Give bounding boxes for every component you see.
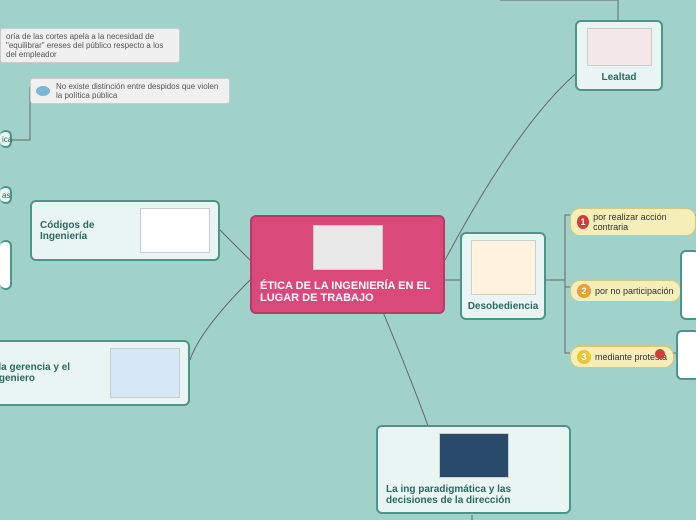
note-dismissals[interactable]: No existe distinción entre despidos que … (30, 78, 230, 104)
cloud-icon (36, 86, 50, 96)
gerencia-label: e la gerencia y el ingeniero (0, 362, 104, 384)
desobediencia-label: Desobediencia (468, 301, 539, 312)
num-badge-2: 2 (577, 284, 591, 298)
numbered-item-2[interactable]: 2 por no participación (570, 280, 681, 302)
node-lealtad[interactable]: Lealtad (575, 20, 663, 91)
paradig-image (439, 433, 509, 478)
numbered-2-label: por no participación (595, 286, 674, 296)
central-node[interactable]: ÉTICA DE LA INGENIERÍA EN EL LUGAR DE TR… (250, 215, 445, 314)
partial-node-3[interactable] (0, 240, 12, 290)
note-dismissals-text: No existe distinción entre despidos que … (56, 82, 224, 100)
num-badge-1: 1 (577, 215, 589, 229)
numbered-1-label: por realizar acción contraria (593, 212, 689, 232)
node-paradig[interactable]: La ing paradigmática y las decisiones de… (376, 425, 571, 514)
partial-1-text: ica (2, 135, 12, 144)
node-codigos[interactable]: Códigos de Ingeniería (30, 200, 220, 261)
paradig-label: La ing paradigmática y las decisiones de… (386, 484, 561, 506)
desobediencia-image (471, 240, 536, 295)
codigos-image (140, 208, 210, 253)
codigos-label: Códigos de Ingeniería (40, 220, 134, 242)
partial-2-text: as (2, 191, 10, 200)
partial-node-2[interactable]: as (0, 186, 12, 204)
partial-node-1[interactable]: ica (0, 130, 12, 148)
numbered-item-1[interactable]: 1 por realizar acción contraria (570, 208, 696, 236)
central-image (313, 225, 383, 270)
num-badge-3: 3 (577, 350, 591, 364)
node-gerencia[interactable]: e la gerencia y el ingeniero (0, 340, 190, 406)
note-courts-text: oría de las cortes apela a la necesidad … (6, 32, 174, 59)
node-desobediencia[interactable]: Desobediencia (460, 232, 546, 320)
note-courts[interactable]: oría de las cortes apela a la necesidad … (0, 28, 180, 63)
central-title: ÉTICA DE LA INGENIERÍA EN EL LUGAR DE TR… (260, 280, 435, 304)
lealtad-image (587, 28, 652, 66)
expand-dot[interactable] (655, 349, 665, 359)
gerencia-image (110, 348, 180, 398)
lealtad-label: Lealtad (601, 72, 636, 83)
partial-right-2[interactable] (676, 330, 696, 380)
partial-right-1[interactable] (680, 250, 696, 320)
